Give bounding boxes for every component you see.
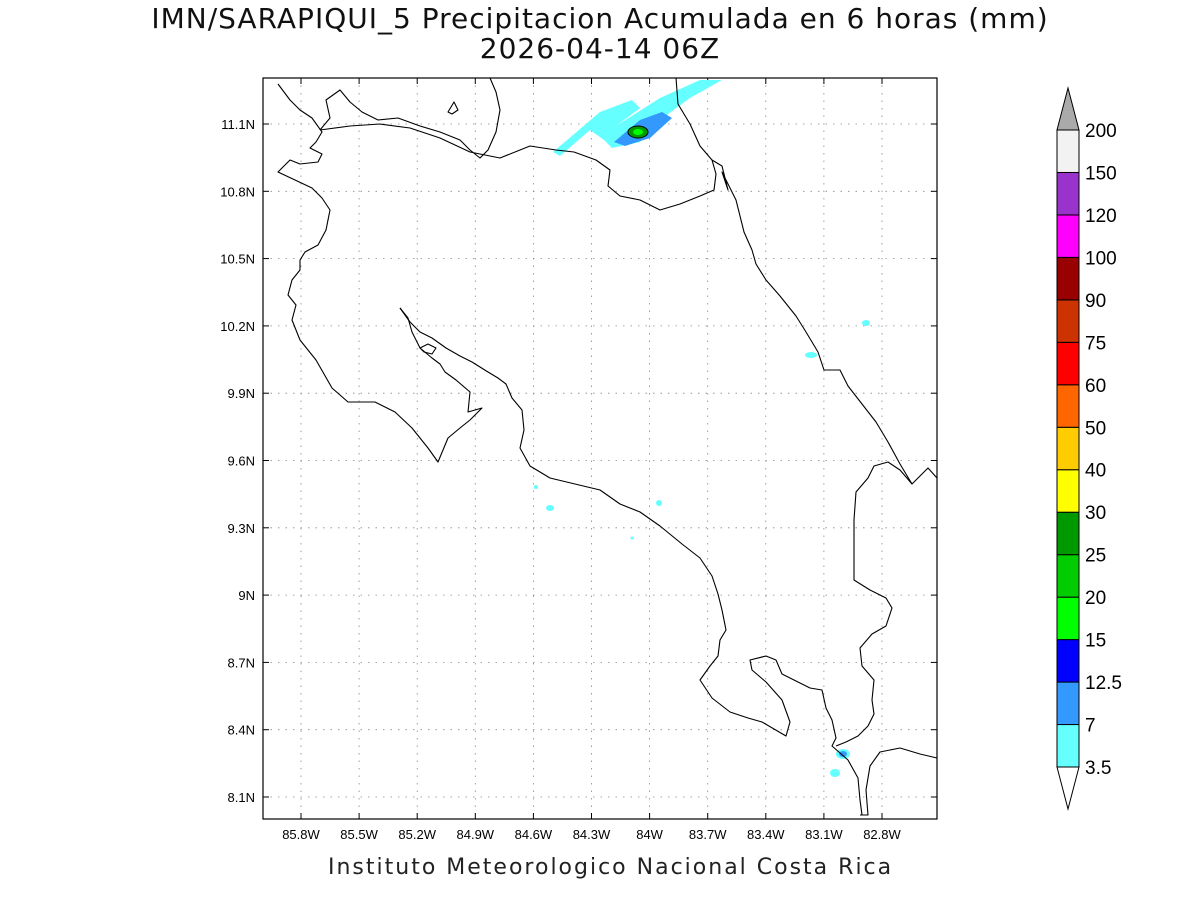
colorbar-swatch — [1056, 511, 1080, 556]
colorbar-swatch — [1056, 681, 1080, 726]
footer-credit: Instituto Meteorologico Nacional Costa R… — [328, 855, 894, 880]
lat-tick-label: 10.5N — [220, 252, 255, 267]
latitude-axis: 11.1N 10.8N 10.5N 10.2N 9.9N 9.6N 9.3N 9N 8.7N 8.… — [220, 117, 255, 805]
lat-tick-label: 8.7N — [228, 655, 255, 670]
colorbar-level-label: 120 — [1085, 206, 1117, 227]
colorbar-swatch — [1056, 554, 1080, 598]
lat-tick-label: 9.3N — [228, 521, 255, 536]
lon-tick-label: 83.1W — [805, 827, 843, 842]
colorbar-level-label: 12.5 — [1085, 673, 1122, 694]
precip-spot — [546, 505, 554, 511]
colorbar-level-label: 60 — [1085, 376, 1106, 397]
colorbar-level-label: 20 — [1085, 588, 1106, 609]
colorbar-level-label: 150 — [1085, 163, 1117, 184]
colorbar-level-label: 3.5 — [1085, 758, 1111, 779]
precip-spot — [862, 320, 870, 326]
lon-tick-label: 84.9W — [457, 827, 495, 842]
colorbar-level-label: 90 — [1085, 291, 1106, 312]
colorbar-swatch — [1056, 639, 1080, 683]
longitude-axis: 85.8W 85.5W 85.2W 84.9W 84.6W 84.3W 84W 83.7W 83… — [282, 827, 901, 842]
precipitation-areas — [534, 80, 870, 777]
coastline-burica — [860, 747, 938, 816]
colorbar-swatch — [1056, 214, 1080, 258]
colorbar-swatch — [1056, 129, 1080, 173]
lat-tick-label: 9N — [238, 588, 255, 603]
colorbar-level-label: 200 — [1085, 121, 1117, 142]
colorbar-level-label: 100 — [1085, 248, 1117, 269]
colorbar-swatch — [1056, 384, 1080, 428]
colorbar-swatch — [1056, 469, 1080, 513]
coastline-nicoya-gulf — [399, 307, 863, 816]
coastline-caribbean — [675, 77, 938, 485]
colorbar-level-label: 25 — [1085, 546, 1106, 567]
lat-tick-label: 8.1N — [228, 790, 255, 805]
colorbar-swatch — [1056, 596, 1080, 641]
precip-spot — [805, 352, 817, 358]
colorbar-low-arrow — [1056, 766, 1080, 811]
precip-spot — [630, 536, 634, 540]
colorbar-swatch — [1056, 341, 1080, 386]
island-north — [447, 101, 459, 115]
colorbar-swatch — [1056, 426, 1080, 471]
lat-tick-label: 10.2N — [220, 319, 255, 334]
colorbar-level-label: 75 — [1085, 333, 1106, 354]
lon-tick-label: 84.6W — [515, 827, 553, 842]
border-nicaragua — [319, 77, 717, 211]
precip-spot-south-core — [839, 751, 847, 757]
lat-tick-label: 8.4N — [228, 723, 255, 738]
colorbar-level-label: 50 — [1085, 418, 1106, 439]
colorbar-swatch — [1056, 724, 1080, 768]
map-frame — [262, 77, 938, 820]
colorbar-legend: 3.5 7 12.5 15 20 25 30 40 50 60 75 90 100 120 150 200 — [1056, 86, 1122, 811]
colorbar-level-label: 7 — [1085, 716, 1096, 737]
precip-spot — [830, 769, 840, 777]
island-chira — [419, 343, 437, 355]
coastline-pacific-north — [277, 83, 483, 463]
lat-tick-label: 11.1N — [221, 117, 255, 132]
lon-tick-label: 85.8W — [282, 827, 320, 842]
precip-spot — [656, 500, 662, 506]
lat-tick-label: 10.8N — [220, 184, 255, 199]
lon-tick-label: 84.3W — [573, 827, 611, 842]
colorbar-level-label: 40 — [1085, 461, 1106, 482]
precip-spot — [534, 485, 538, 489]
map-title: IMN/SARAPIQUI_5 Precipitacion Acumulada … — [151, 2, 1049, 35]
colorbar-swatch — [1056, 299, 1080, 343]
lon-tick-label: 82.8W — [863, 827, 901, 842]
border-panama — [835, 461, 913, 747]
colorbar-swatch — [1056, 171, 1080, 216]
colorbar-swatch — [1056, 256, 1080, 301]
lon-tick-label: 83.4W — [747, 827, 785, 842]
lon-tick-label: 85.2W — [398, 827, 436, 842]
colorbar-level-label: 15 — [1085, 631, 1106, 652]
colorbar-high-arrow — [1056, 86, 1080, 131]
lon-tick-label: 83.7W — [689, 827, 727, 842]
lat-tick-label: 9.9N — [228, 386, 255, 401]
precip-max-north-inner — [633, 129, 643, 135]
map-subtitle-datetime: 2026-04-14 06Z — [479, 32, 721, 65]
lat-tick-label: 9.6N — [228, 454, 255, 469]
lon-tick-label: 84W — [636, 827, 663, 842]
colorbar-level-label: 30 — [1085, 503, 1106, 524]
precip-band-north — [553, 80, 722, 156]
land-outlines — [277, 77, 938, 816]
lon-tick-label: 85.5W — [340, 827, 378, 842]
map-gridlines — [263, 78, 937, 819]
